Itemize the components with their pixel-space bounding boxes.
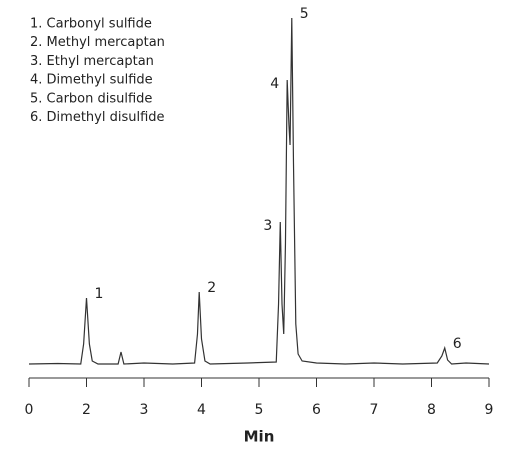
legend-item: 1. Carbonyl sulfide [30, 17, 152, 32]
x-tick-label: 2 [82, 402, 91, 418]
peak-label: 6 [453, 336, 462, 352]
peak-label: 2 [207, 280, 216, 296]
legend-item: 5. Carbon disulfide [30, 91, 152, 106]
x-tick-label: 8 [427, 402, 436, 418]
legend-item: 6. Dimethyl disulfide [30, 110, 165, 125]
peak-label: 4 [270, 76, 279, 92]
chromatogram-trace [28, 17, 490, 365]
x-tick-label: 0 [25, 402, 34, 418]
x-axis-label: Min [244, 428, 275, 446]
x-tick-label: 5 [255, 402, 264, 418]
x-tick-label: 9 [485, 402, 494, 418]
peak-label: 3 [263, 218, 272, 234]
peak-label: 5 [300, 6, 309, 22]
x-tick-label: 4 [197, 402, 206, 418]
peak-label: 1 [95, 286, 104, 302]
x-tick-label: 7 [370, 402, 379, 418]
x-tick-label: 3 [140, 402, 149, 418]
legend-item: 3. Ethyl mercaptan [30, 54, 154, 69]
legend-item: 4. Dimethyl sulfide [30, 73, 153, 88]
legend-item: 2. Methyl mercaptan [30, 35, 165, 50]
x-tick-label: 6 [312, 402, 321, 418]
